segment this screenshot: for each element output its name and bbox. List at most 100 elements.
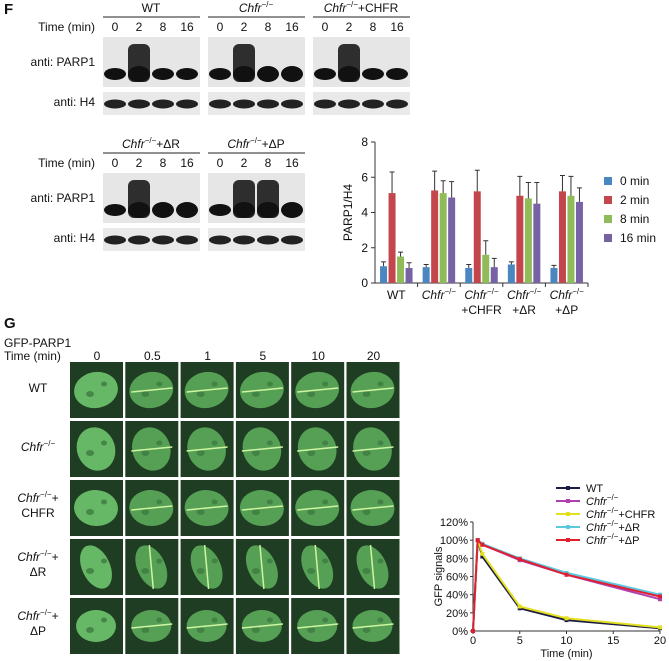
nucleus bbox=[80, 545, 112, 589]
laser-stripe bbox=[352, 387, 394, 393]
laser-stripe bbox=[352, 446, 394, 452]
lane-label: 8 bbox=[265, 20, 272, 34]
nucleolus bbox=[377, 440, 384, 446]
error-bar bbox=[508, 261, 514, 265]
nucleolus bbox=[377, 558, 384, 564]
band bbox=[281, 235, 303, 245]
bar bbox=[380, 266, 388, 283]
nucleolus bbox=[141, 391, 150, 397]
x-tick-label: WT bbox=[387, 288, 406, 302]
laser-stripe bbox=[203, 544, 210, 590]
lane-label: 16 bbox=[180, 20, 194, 34]
blot-header: WT bbox=[142, 1, 161, 15]
legend-label: Chfr−/−+ΔR bbox=[586, 519, 640, 534]
point bbox=[658, 594, 662, 599]
lane-label: 2 bbox=[136, 156, 143, 170]
point bbox=[517, 604, 522, 609]
time-label: 10 bbox=[312, 349, 326, 363]
nucleolus bbox=[101, 558, 107, 564]
blot-row-label: anti: H4 bbox=[54, 95, 96, 109]
bar bbox=[575, 201, 583, 283]
nucleolus bbox=[362, 391, 371, 397]
legend-swatch bbox=[604, 196, 612, 204]
bar bbox=[533, 203, 541, 283]
x-axis-title: Time (min) bbox=[540, 648, 592, 660]
band bbox=[209, 68, 231, 80]
error-bar bbox=[440, 180, 446, 194]
point bbox=[517, 557, 522, 562]
nucleolus bbox=[251, 450, 260, 456]
nucleolus bbox=[307, 627, 316, 633]
bar bbox=[465, 268, 473, 283]
band bbox=[257, 202, 279, 218]
legend-label: 8 min bbox=[620, 212, 649, 226]
protein-label: GFP-PARP1 bbox=[4, 336, 71, 350]
blot bbox=[208, 228, 305, 251]
nucleolus bbox=[211, 381, 218, 387]
time-label: 0.5 bbox=[144, 349, 161, 363]
y-tick-label: 120% bbox=[440, 517, 468, 529]
error-bar bbox=[466, 263, 472, 269]
x-tick-label: Chfr−/− bbox=[422, 287, 457, 302]
laser-stripe bbox=[186, 387, 228, 393]
error-bar bbox=[423, 263, 429, 268]
nucleolus bbox=[196, 391, 205, 397]
nucleolus bbox=[211, 440, 218, 446]
row-label: Chfr−/− bbox=[21, 439, 56, 454]
nucleolus bbox=[307, 509, 316, 515]
band bbox=[128, 202, 150, 218]
point bbox=[475, 538, 480, 543]
laser-stripe bbox=[352, 623, 394, 629]
laser-stripe bbox=[297, 623, 339, 629]
nucleolus bbox=[101, 499, 107, 505]
error-bar bbox=[483, 240, 489, 255]
nucleolus bbox=[196, 450, 205, 456]
lane-label: 2 bbox=[241, 20, 248, 34]
lane-label: 0 bbox=[217, 20, 224, 34]
nucleolus bbox=[141, 450, 150, 456]
laser-stripe bbox=[297, 446, 339, 452]
laser-stripe bbox=[131, 623, 173, 629]
band bbox=[314, 68, 336, 80]
nucleolus bbox=[307, 450, 316, 456]
nucleolus bbox=[101, 440, 107, 446]
error-bar bbox=[474, 169, 480, 192]
point bbox=[480, 542, 485, 547]
nucleolus bbox=[156, 381, 163, 387]
lane-label: 0 bbox=[112, 20, 119, 34]
band bbox=[152, 202, 174, 218]
blot-row-label: anti: PARP1 bbox=[31, 191, 96, 205]
lane-label: 2 bbox=[241, 156, 248, 170]
band bbox=[362, 99, 384, 109]
x-tick-label: Chfr−/− +ΔP bbox=[550, 287, 585, 317]
error-bar bbox=[568, 175, 574, 196]
nucleolus bbox=[266, 381, 273, 387]
nucleolus bbox=[211, 499, 218, 505]
laser-stripe bbox=[186, 623, 228, 629]
nucleus bbox=[76, 610, 116, 642]
legend-label: 0 min bbox=[620, 174, 649, 188]
x-tick-label: Chfr−/− +CHFR bbox=[461, 287, 502, 317]
band bbox=[257, 235, 279, 245]
nucleolus bbox=[196, 509, 205, 515]
lane-label: 16 bbox=[390, 20, 404, 34]
legend-label: Chfr−/−+CHFR bbox=[586, 506, 655, 521]
point bbox=[471, 629, 475, 633]
panel-label: G bbox=[4, 315, 16, 332]
legend-label: 2 min bbox=[620, 193, 649, 207]
band bbox=[104, 235, 126, 245]
nucleolus bbox=[101, 617, 107, 623]
blot-header: Chfr−/−+ΔP bbox=[227, 136, 284, 151]
lane-label: 16 bbox=[285, 156, 299, 170]
nucleolus bbox=[141, 509, 150, 515]
band bbox=[152, 68, 174, 80]
time-label: Time (min) bbox=[38, 20, 95, 34]
blot bbox=[103, 228, 200, 251]
legend-marker bbox=[566, 525, 570, 529]
band bbox=[362, 68, 384, 80]
band bbox=[233, 99, 255, 109]
bar bbox=[448, 197, 456, 283]
y-tick-label: 60% bbox=[446, 572, 468, 584]
band bbox=[128, 235, 150, 245]
nucleus bbox=[74, 371, 118, 409]
